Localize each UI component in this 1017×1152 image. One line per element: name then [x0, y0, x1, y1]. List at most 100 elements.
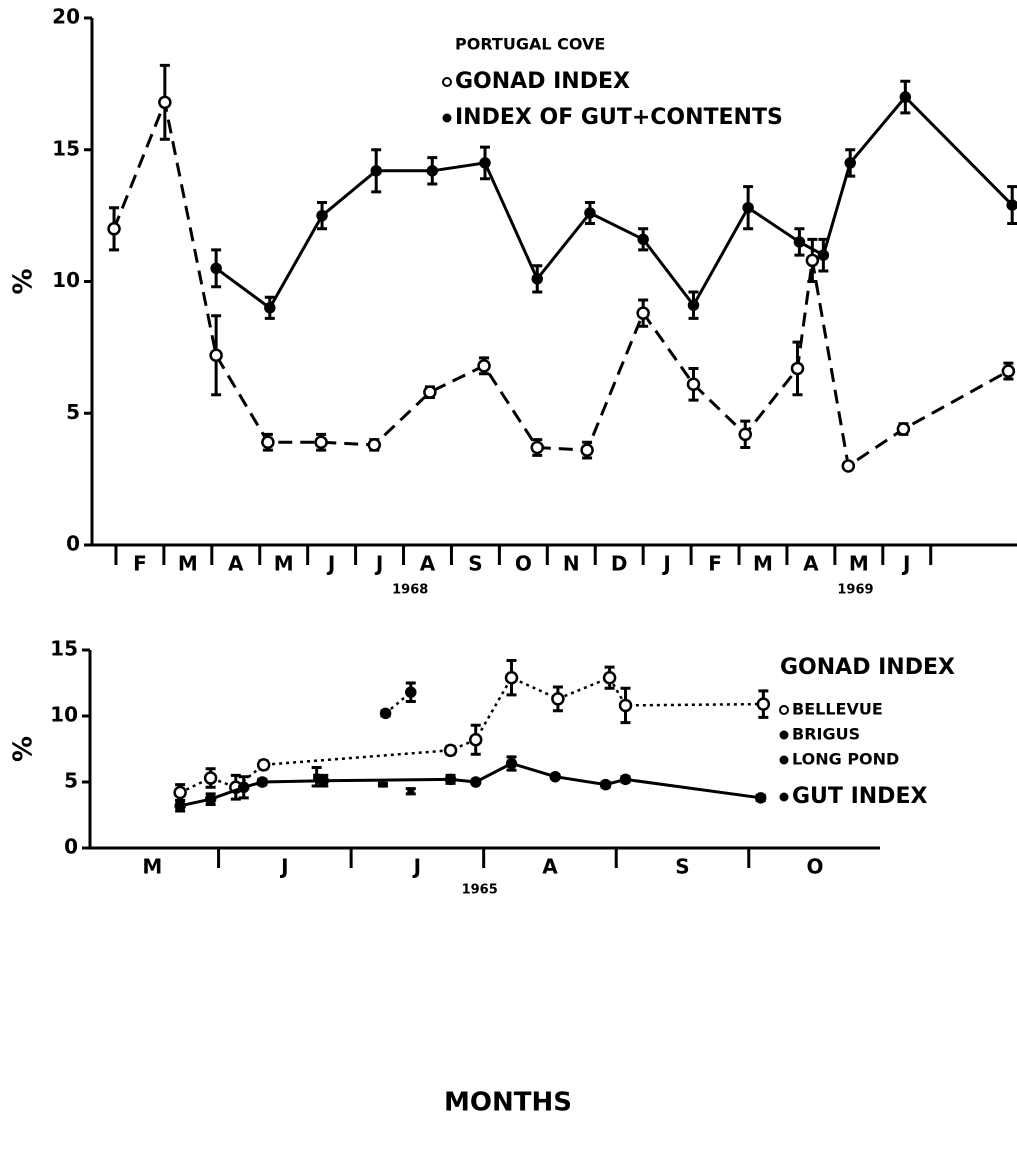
x-tick-label: J [279, 855, 288, 879]
data-point [203, 771, 218, 785]
data-point [317, 774, 330, 787]
data-point [426, 165, 439, 177]
data-point [549, 770, 562, 783]
x-tick-label: J [412, 855, 421, 879]
y-tick-label: 20 [52, 5, 80, 29]
data-point [817, 249, 830, 261]
legend-marker [442, 77, 452, 87]
year-label: 1969 [837, 583, 873, 598]
legend-label: GUT INDEX [792, 784, 927, 809]
data-point [793, 236, 806, 248]
data-point [738, 427, 753, 442]
data-point [261, 435, 275, 449]
data-point [637, 233, 649, 246]
legend-title: PORTUGAL COVE [455, 35, 605, 54]
data-point [477, 359, 491, 373]
x-tick-label: M [753, 552, 773, 576]
x-tick-label: A [542, 855, 558, 879]
data-point [379, 707, 392, 720]
legend-marker [779, 705, 789, 715]
data-point [899, 91, 912, 103]
data-point [316, 209, 328, 222]
data-point [584, 207, 596, 219]
data-point [314, 435, 328, 449]
data-point [754, 792, 767, 804]
data-point [405, 686, 417, 698]
x-tick-label: A [803, 552, 819, 576]
legend-title: GONAD INDEX [780, 655, 955, 680]
data-point [238, 781, 250, 794]
data-point [379, 781, 387, 788]
x-tick-label: J [661, 552, 670, 576]
data-point [256, 776, 269, 788]
legend-label: BELLEVUE [792, 700, 883, 719]
data-point [313, 773, 321, 780]
data-point [599, 778, 612, 791]
data-point [805, 253, 820, 268]
data-point [742, 201, 754, 214]
data-point [602, 670, 617, 685]
legend-label: BRIGUS [792, 725, 860, 744]
data-point [173, 785, 187, 800]
data-point [209, 348, 223, 363]
data-point [504, 670, 519, 685]
data-point [1001, 364, 1016, 378]
data-point [1006, 199, 1017, 211]
data-point [686, 377, 701, 392]
data-point [530, 440, 544, 455]
series-line [384, 691, 412, 715]
y-tick-label: 10 [52, 268, 80, 292]
legend-label: INDEX OF GUT+CONTENTS [455, 105, 783, 130]
data-point [551, 692, 565, 706]
data-point [158, 95, 172, 110]
data-point [264, 302, 276, 314]
data-point [367, 438, 382, 452]
data-point [687, 299, 700, 311]
legend-label: LONG POND [792, 750, 899, 769]
x-axis-label: MONTHS [444, 1088, 572, 1118]
data-point [407, 788, 415, 795]
y-tick-label: 15 [52, 136, 80, 160]
data-point [505, 757, 518, 770]
y-tick-label: 0 [66, 532, 80, 556]
x-tick-label: J [326, 552, 335, 576]
x-tick-label: F [133, 552, 147, 576]
y-axis-label: % [9, 736, 39, 762]
data-point [531, 273, 543, 285]
series-line [112, 97, 1010, 469]
data-point [468, 733, 483, 747]
data-point [423, 385, 437, 399]
x-tick-label: M [274, 552, 294, 576]
data-point [790, 361, 805, 376]
x-tick-label: A [420, 552, 436, 576]
x-tick-label: M [849, 552, 869, 576]
series-line [179, 676, 764, 794]
legend-marker [779, 792, 789, 802]
x-tick-label: O [515, 552, 532, 576]
legend-label: GONAD INDEX [455, 69, 630, 94]
data-point [618, 698, 633, 713]
x-tick-label: S [675, 855, 689, 879]
data-point [896, 422, 911, 436]
data-point [107, 222, 121, 236]
data-point [580, 443, 594, 457]
y-tick-label: 15 [50, 637, 78, 661]
y-axis-label: % [9, 268, 39, 294]
x-tick-label: D [611, 552, 628, 576]
series-line [215, 94, 1014, 311]
x-tick-label: O [807, 855, 824, 879]
y-tick-label: 0 [64, 835, 78, 859]
data-point [841, 459, 856, 473]
data-point [756, 697, 771, 711]
data-point [174, 800, 186, 812]
x-tick-label: N [563, 552, 580, 576]
y-tick-label: 5 [66, 400, 80, 424]
x-tick-label: J [901, 552, 910, 576]
data-point [256, 758, 271, 772]
data-point [370, 165, 382, 177]
data-point [443, 743, 458, 758]
data-point [619, 773, 632, 786]
data-point [844, 157, 856, 169]
